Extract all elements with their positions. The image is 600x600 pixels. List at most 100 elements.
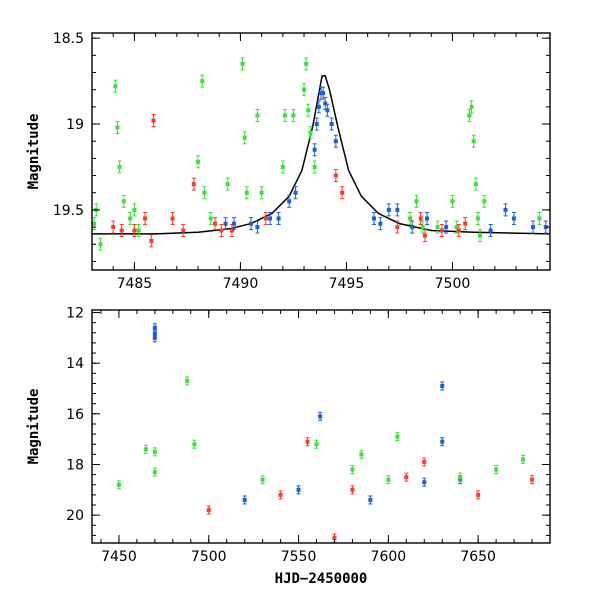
data-point — [478, 229, 483, 243]
data-point — [425, 211, 430, 225]
data-point — [325, 103, 330, 117]
x-tick-label: 7495 — [329, 276, 365, 292]
data-point — [268, 211, 273, 225]
bottom-frame — [91, 309, 551, 544]
data-point — [136, 224, 141, 237]
bottom-panel: 7450 7500 7550 7600 7650 12 14 16 18 20 Magnitude H… — [26, 306, 551, 587]
data-point — [418, 211, 423, 225]
data-point — [359, 449, 364, 459]
data-point — [196, 155, 201, 169]
data-point — [350, 485, 355, 495]
data-point — [378, 217, 383, 231]
data-point — [321, 86, 326, 100]
top-frame — [91, 32, 551, 271]
data-point — [259, 186, 264, 200]
top-plot-area — [92, 57, 550, 251]
data-point — [202, 186, 207, 200]
data-point — [128, 211, 133, 225]
data-point — [116, 480, 121, 490]
data-point — [386, 203, 391, 217]
data-point — [530, 475, 535, 485]
data-point — [242, 131, 247, 145]
data-point — [149, 234, 154, 248]
x-tick-label: 7485 — [117, 276, 153, 292]
data-point — [368, 495, 373, 505]
data-point — [302, 83, 307, 97]
data-point — [511, 211, 516, 225]
data-point — [232, 217, 237, 231]
x-tick-label: 7490 — [223, 276, 259, 292]
data-point — [408, 211, 413, 225]
data-point — [494, 465, 499, 475]
data-point — [208, 211, 213, 225]
data-point — [119, 224, 124, 237]
data-point — [212, 217, 217, 231]
data-point — [115, 120, 120, 134]
y-tick-label: 19 — [66, 117, 84, 133]
data-point — [386, 475, 391, 485]
data-point — [304, 57, 309, 71]
data-point — [312, 160, 317, 174]
data-point — [293, 186, 298, 200]
data-point — [260, 475, 265, 485]
data-point — [308, 126, 313, 140]
data-point — [170, 211, 175, 225]
data-point — [395, 432, 400, 442]
data-point — [244, 186, 249, 200]
y-tick-label: 18.5 — [53, 31, 84, 47]
data-point — [291, 108, 296, 122]
data-point — [223, 217, 228, 231]
data-point — [92, 217, 97, 231]
data-point — [422, 457, 427, 467]
data-point — [152, 333, 157, 343]
x-tick-label: 7600 — [371, 549, 407, 565]
top-panel: 7485 7490 7495 7500 18.5 19 19.5 Magnitude — [26, 31, 551, 292]
data-point — [340, 186, 345, 200]
data-point — [414, 194, 419, 208]
data-point — [306, 103, 311, 117]
data-point — [422, 477, 427, 487]
data-point — [372, 211, 377, 225]
data-point — [435, 220, 440, 234]
y-tick-label: 12 — [66, 306, 84, 322]
data-point — [185, 376, 190, 386]
data-point — [333, 169, 338, 183]
bottom-y-axis-title: Magnitude — [26, 389, 42, 465]
data-point — [543, 220, 548, 234]
data-point — [229, 224, 234, 237]
data-point — [318, 411, 323, 421]
data-point — [467, 108, 472, 122]
x-tick-label: 7450 — [101, 549, 137, 565]
data-point — [395, 220, 400, 234]
model-curve — [92, 75, 550, 235]
data-point — [463, 217, 468, 231]
data-point — [249, 217, 254, 231]
data-point — [314, 117, 319, 131]
data-point — [469, 100, 474, 114]
data-point — [503, 203, 508, 217]
data-point — [410, 220, 415, 234]
bottom-plot-area — [116, 323, 535, 543]
data-point — [471, 134, 476, 148]
data-point — [280, 160, 285, 174]
data-point — [329, 117, 334, 131]
data-point — [200, 74, 205, 88]
data-point — [333, 134, 338, 148]
x-tick-label: 7500 — [191, 549, 227, 565]
top-y-axis-title: Magnitude — [26, 114, 42, 190]
top-series-2 — [223, 86, 548, 237]
data-point — [242, 495, 247, 505]
data-point — [458, 472, 463, 482]
data-point — [456, 224, 461, 237]
data-point — [537, 211, 542, 225]
bottom-series-1 — [116, 376, 526, 490]
data-point — [111, 220, 116, 234]
data-point — [255, 220, 260, 234]
data-point — [404, 472, 409, 482]
y-tick-label: 14 — [66, 356, 84, 372]
data-point — [287, 194, 292, 208]
data-point — [420, 220, 425, 234]
data-point — [191, 177, 196, 191]
data-point — [152, 447, 157, 457]
data-point — [482, 194, 487, 208]
